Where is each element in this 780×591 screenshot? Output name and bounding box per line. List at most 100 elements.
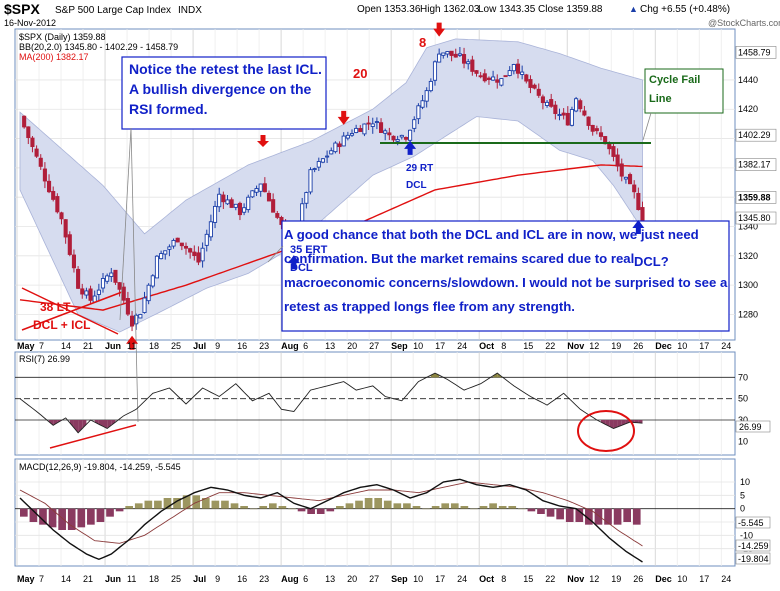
macd-hist-bar	[316, 508, 325, 514]
x-axis-label: 19	[611, 574, 621, 584]
rsi-panel	[14, 351, 736, 456]
candle-body	[163, 250, 168, 255]
x-axis-label: Aug	[281, 574, 299, 584]
macd-hist-bar	[393, 503, 402, 509]
candle-body	[590, 124, 595, 132]
macd-hist-bar	[144, 500, 153, 509]
candle-body	[76, 268, 81, 289]
candle-body	[403, 137, 409, 140]
rsi-overbought-fill	[435, 373, 440, 378]
candle-body	[462, 54, 467, 64]
price-tag: 1402.29	[738, 130, 771, 140]
x-axis-label: Nov	[567, 574, 584, 584]
candle-body	[416, 105, 421, 120]
macd-hist-bar	[211, 500, 220, 509]
candle-body	[105, 275, 110, 282]
x-axis-label: 6	[303, 574, 308, 584]
candle-body	[424, 90, 429, 102]
candle-body	[271, 199, 276, 213]
macd-hist-bar	[297, 508, 306, 512]
candle-body	[507, 70, 512, 76]
candle-body	[47, 180, 52, 193]
price-axis-label: 1420	[738, 104, 758, 114]
x-axis-label: 17	[435, 574, 445, 584]
macd-hist-bar	[230, 503, 239, 509]
candle-body	[92, 295, 97, 303]
candle-body	[175, 237, 180, 243]
macd-hist-bar	[383, 500, 392, 509]
candle-body	[503, 75, 508, 78]
label-35-ert: 35 ERT	[290, 244, 328, 256]
candle-body	[329, 150, 334, 155]
candle-body	[387, 132, 392, 136]
macd-hist-bar	[403, 503, 411, 509]
macd-hist-bar	[192, 495, 201, 509]
macd-histogram	[20, 495, 641, 530]
down-arrow-icon	[257, 135, 269, 147]
x-axis-label: 14	[61, 574, 71, 584]
x-axis-label: 26	[633, 574, 643, 584]
macd-hist-bar	[498, 506, 507, 509]
macd-hist-bar	[412, 506, 421, 509]
x-axis-label: 17	[435, 341, 445, 351]
x-axis-label: 18	[149, 341, 159, 351]
candle-body	[150, 275, 155, 287]
x-axis-label: 25	[171, 574, 181, 584]
macd-hist-tag: -5.545	[738, 518, 764, 528]
rsi-oversold-fill	[73, 420, 79, 433]
rsi-axis-label: 70	[738, 372, 748, 382]
x-axis-label: 17	[699, 341, 709, 351]
chart-date: 16-Nov-2012	[4, 18, 56, 28]
x-axis-label: 27	[369, 574, 379, 584]
x-axis-label: Dec	[655, 574, 672, 584]
x-axis-label: 26	[633, 341, 643, 351]
macd-hist-bar	[565, 508, 574, 522]
x-axis-label: Oct	[479, 574, 494, 584]
cycle-markers	[126, 22, 645, 350]
candle-body	[67, 234, 72, 255]
candle-body	[325, 155, 330, 158]
candle-body	[237, 202, 243, 216]
candle-body	[246, 196, 251, 211]
macd-hist-bar	[575, 508, 584, 522]
macd-hist-bar	[249, 508, 258, 510]
price-tags: 1458.79 1402.29 1382.17 1359.88 1345.80	[735, 46, 777, 225]
candle-body	[179, 242, 184, 247]
candle-body	[171, 239, 176, 247]
label-dcl-2: DCL	[406, 180, 427, 191]
x-axis-label: 17	[699, 574, 709, 584]
candle-body	[553, 104, 558, 114]
candle-body	[38, 157, 43, 167]
candle-body	[636, 192, 641, 210]
macd-axis-label: 5	[740, 490, 745, 500]
rsi-oversold-fill	[617, 420, 622, 427]
x-axis-label: Sep	[391, 341, 408, 351]
macd-hist-bar	[585, 508, 593, 525]
candle-body	[399, 134, 404, 138]
macd-hist-bar	[422, 508, 430, 510]
candle-body	[233, 203, 238, 208]
candle-body	[623, 176, 628, 180]
x-axis-label: 21	[83, 341, 93, 351]
candle-body	[582, 110, 587, 116]
x-axis-label: 10	[677, 574, 687, 584]
candle-body	[628, 174, 633, 185]
candle-body	[125, 298, 130, 315]
candle-body	[308, 169, 313, 193]
candle-body	[549, 99, 554, 107]
macd-hist-bar	[29, 508, 38, 522]
x-axis-label: 11	[127, 341, 136, 351]
rsi-divergence-line	[49, 424, 137, 449]
candle-body	[561, 112, 566, 116]
macd-hist-bar	[604, 508, 612, 525]
macd-hist-bar	[441, 503, 450, 509]
x-axis-label: 22	[545, 341, 555, 351]
rsi-oversold-fill	[94, 420, 99, 425]
x-axis-label: 10	[413, 341, 423, 351]
candle-body	[354, 127, 359, 133]
chance-note-wrap: A good chance that both the DCL and ICL …	[284, 227, 727, 314]
price-tag-bg	[735, 46, 777, 59]
chance-pointer	[267, 245, 284, 263]
candle-body	[391, 135, 396, 141]
